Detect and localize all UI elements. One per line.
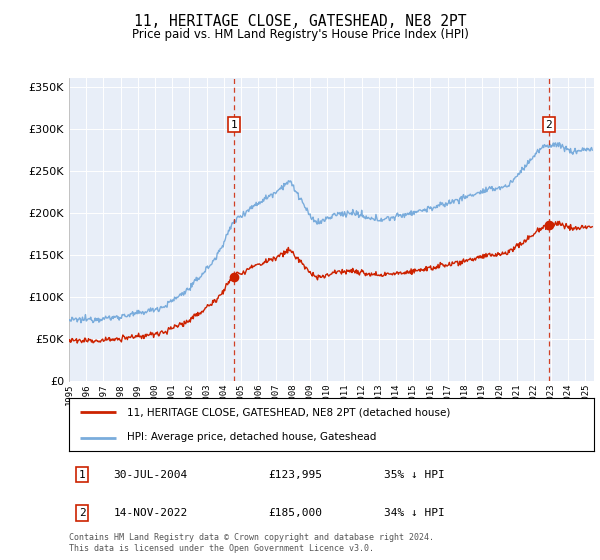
Text: 2: 2 xyxy=(545,120,552,129)
Text: Price paid vs. HM Land Registry's House Price Index (HPI): Price paid vs. HM Land Registry's House … xyxy=(131,28,469,41)
Text: 14-NOV-2022: 14-NOV-2022 xyxy=(113,508,188,518)
Text: HPI: Average price, detached house, Gateshead: HPI: Average price, detached house, Gate… xyxy=(127,432,376,442)
Text: £123,995: £123,995 xyxy=(269,470,323,479)
Text: 11, HERITAGE CLOSE, GATESHEAD, NE8 2PT (detached house): 11, HERITAGE CLOSE, GATESHEAD, NE8 2PT (… xyxy=(127,408,450,418)
Text: 2: 2 xyxy=(79,508,86,518)
Text: 11, HERITAGE CLOSE, GATESHEAD, NE8 2PT: 11, HERITAGE CLOSE, GATESHEAD, NE8 2PT xyxy=(134,14,466,29)
Text: £185,000: £185,000 xyxy=(269,508,323,518)
Text: 35% ↓ HPI: 35% ↓ HPI xyxy=(384,470,445,479)
Text: 30-JUL-2004: 30-JUL-2004 xyxy=(113,470,188,479)
Text: 1: 1 xyxy=(230,120,237,129)
Text: 34% ↓ HPI: 34% ↓ HPI xyxy=(384,508,445,518)
Text: Contains HM Land Registry data © Crown copyright and database right 2024.
This d: Contains HM Land Registry data © Crown c… xyxy=(69,533,434,553)
Text: 1: 1 xyxy=(79,470,86,479)
